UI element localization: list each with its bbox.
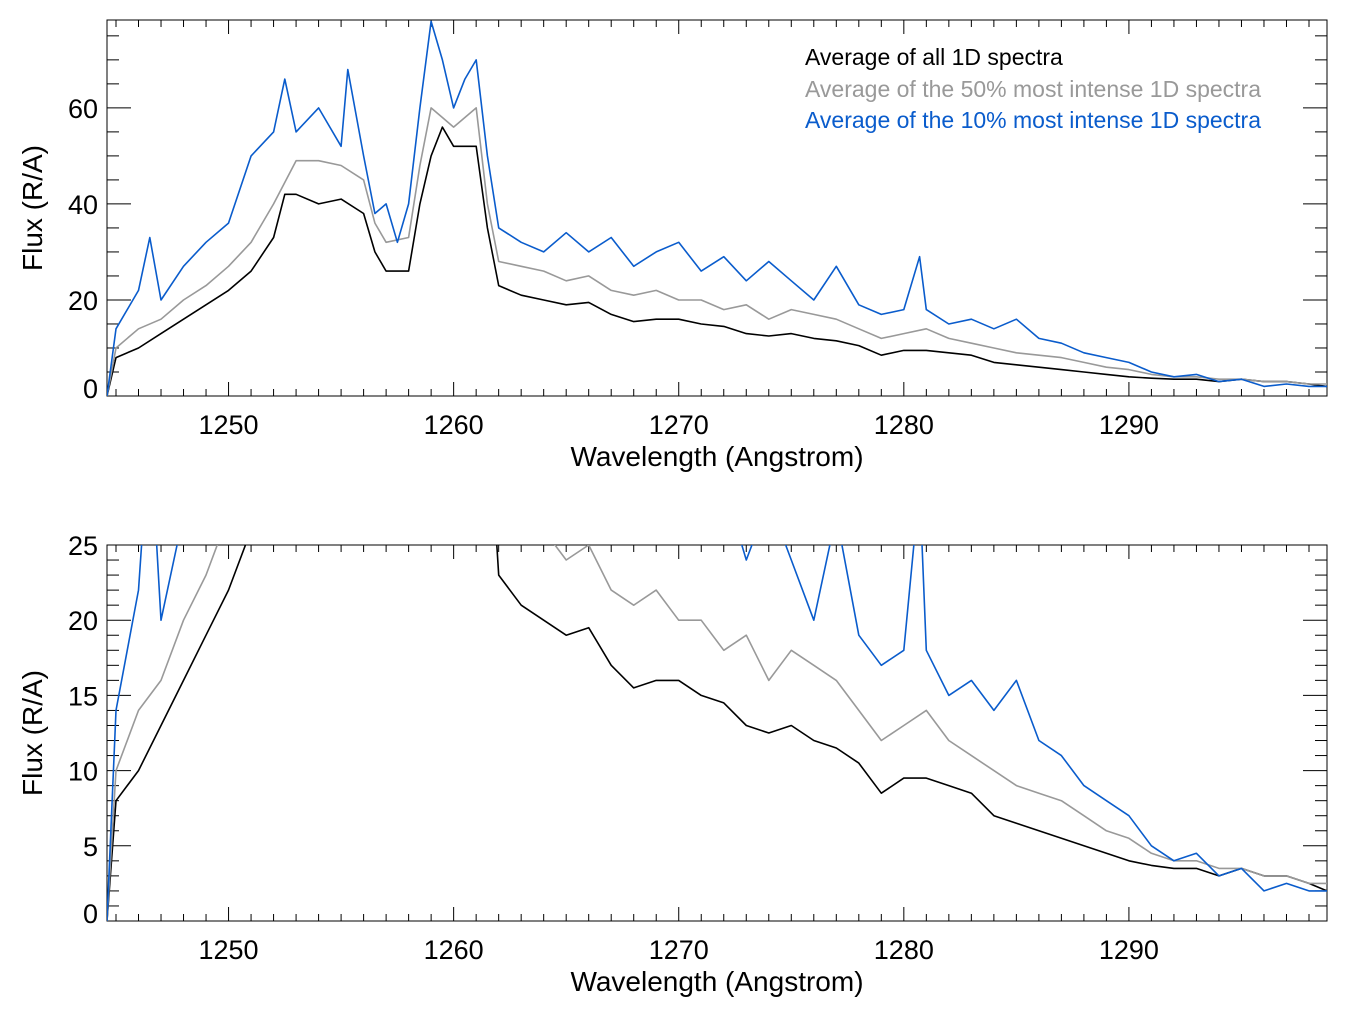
legend: Average of all 1D spectra Average of the… — [805, 44, 1261, 133]
bottom-y-axis-title: Flux (R/A) — [17, 670, 48, 796]
top-x-axis-title: Wavelength (Angstrom) — [570, 441, 863, 472]
bottom-x-axis-title: Wavelength (Angstrom) — [570, 966, 863, 997]
top-series-lines — [107, 20, 1327, 396]
x-tick-label: 1250 — [199, 935, 259, 965]
x-tick-label: 1270 — [649, 935, 709, 965]
x-tick-label: 1270 — [649, 410, 709, 440]
y-tick-label: 60 — [68, 94, 98, 124]
y-tick-label: 20 — [68, 286, 98, 316]
y-tick-label: 0 — [83, 899, 98, 929]
bottom-axes: 1250 1260 1270 1280 1290 0 5 10 15 20 25 — [68, 531, 1328, 965]
top-y-axis-title: Flux (R/A) — [17, 145, 48, 271]
series-line-0 — [107, 126, 1327, 396]
y-tick-label: 40 — [68, 190, 98, 220]
x-tick-label: 1260 — [424, 935, 484, 965]
legend-entry-10pct: Average of the 10% most intense 1D spect… — [805, 107, 1261, 133]
x-tick-label: 1290 — [1099, 410, 1159, 440]
series-line-1 — [107, 545, 1327, 921]
legend-entry-all: Average of all 1D spectra — [805, 44, 1063, 70]
y-tick-label: 0 — [83, 374, 98, 404]
y-tick-label: 25 — [68, 531, 98, 561]
bottom-panel: 1250 1260 1270 1280 1290 0 5 10 15 20 25 Wavelengt… — [17, 531, 1328, 997]
y-tick-label: 15 — [68, 681, 98, 711]
plot-frame — [106, 19, 1328, 397]
x-tick-label: 1260 — [424, 410, 484, 440]
series-line-0 — [107, 545, 1327, 921]
top-panel: 1250 1260 1270 1280 1290 0 20 40 60 Wavelength (… — [17, 19, 1328, 472]
x-tick-label: 1290 — [1099, 935, 1159, 965]
bottom-series-lines — [107, 545, 1327, 921]
x-tick-label: 1280 — [874, 410, 934, 440]
series-line-2 — [107, 545, 1327, 921]
top-axes: 1250 1260 1270 1280 1290 0 20 40 60 — [68, 19, 1328, 440]
plot-frame — [106, 544, 1328, 922]
series-line-1 — [107, 107, 1327, 396]
y-tick-label: 10 — [68, 757, 98, 787]
legend-entry-50pct: Average of the 50% most intense 1D spect… — [805, 76, 1261, 102]
x-tick-label: 1250 — [199, 410, 259, 440]
y-tick-label: 5 — [83, 832, 98, 862]
series-line-2 — [107, 20, 1327, 396]
y-tick-label: 20 — [68, 606, 98, 636]
x-tick-label: 1280 — [874, 935, 934, 965]
